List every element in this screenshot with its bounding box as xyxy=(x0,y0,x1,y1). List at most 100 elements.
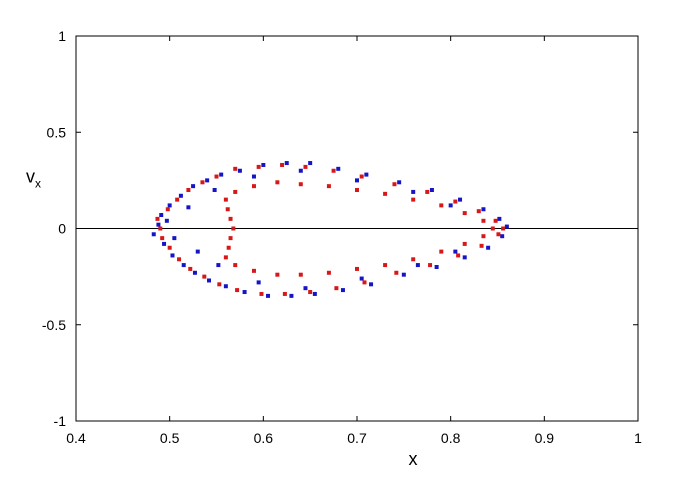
red-data-point xyxy=(303,164,308,169)
red-data-point xyxy=(214,174,219,179)
red-data-point xyxy=(326,184,331,189)
blue-data-point xyxy=(312,291,317,296)
blue-data-point xyxy=(497,216,502,221)
red-data-point xyxy=(251,184,256,189)
red-data-point xyxy=(177,257,182,262)
x-tick-label: 1 xyxy=(634,430,642,446)
red-data-point xyxy=(251,268,256,273)
red-data-point xyxy=(233,189,238,194)
blue-data-point xyxy=(186,205,191,210)
red-data-point xyxy=(501,226,506,231)
blue-data-point xyxy=(303,286,308,291)
red-data-point xyxy=(231,226,236,231)
blue-data-point xyxy=(191,184,196,189)
red-data-point xyxy=(355,266,359,271)
blue-data-point xyxy=(411,189,416,194)
blue-data-point xyxy=(448,203,453,208)
x-tick-label: 0.9 xyxy=(535,430,555,446)
blue-data-point xyxy=(397,180,402,185)
blue-data-point xyxy=(219,172,224,177)
red-data-point xyxy=(439,249,444,254)
red-data-point xyxy=(158,226,163,231)
red-data-point xyxy=(308,290,313,295)
red-data-point xyxy=(383,263,388,268)
blue-data-point xyxy=(159,213,164,218)
red-data-point xyxy=(165,207,170,212)
red-data-point xyxy=(280,162,285,167)
x-axis-label: x xyxy=(409,449,418,469)
red-data-point xyxy=(411,197,416,202)
blue-data-point xyxy=(401,272,406,277)
blue-data-point xyxy=(207,278,212,283)
x-tick-label: 0.7 xyxy=(347,430,367,446)
red-data-point xyxy=(479,243,484,248)
red-data-point xyxy=(481,218,486,223)
red-data-point xyxy=(188,266,193,271)
red-data-point xyxy=(202,274,207,279)
red-data-point xyxy=(225,207,230,212)
red-data-point xyxy=(233,263,238,268)
blue-data-point xyxy=(261,162,266,167)
red-data-point xyxy=(217,282,222,287)
red-data-point xyxy=(331,168,336,173)
x-tick-label: 0.6 xyxy=(254,430,274,446)
red-data-point xyxy=(256,164,261,169)
blue-data-point xyxy=(415,263,420,268)
blue-data-point xyxy=(151,232,156,237)
y-axis-label-subscript: x xyxy=(35,176,41,190)
red-data-point xyxy=(428,263,433,268)
blue-data-point xyxy=(212,188,217,192)
blue-data-point xyxy=(284,161,289,166)
blue-data-point xyxy=(453,249,458,254)
blue-data-point xyxy=(162,241,167,246)
blue-data-point xyxy=(429,188,434,192)
red-data-point xyxy=(383,191,388,196)
red-data-point xyxy=(235,288,240,293)
y-tick-label: 0 xyxy=(58,221,66,237)
red-data-point xyxy=(175,197,180,202)
blue-data-point xyxy=(172,236,177,241)
blue-data-point xyxy=(289,293,294,298)
blue-data-point xyxy=(500,234,505,239)
blue-data-point xyxy=(434,265,439,269)
blue-data-point xyxy=(167,203,172,208)
data-points xyxy=(151,161,509,298)
blue-data-point xyxy=(178,193,183,198)
red-data-point xyxy=(223,255,228,260)
blue-data-point xyxy=(195,249,200,254)
blue-data-point xyxy=(364,172,369,177)
blue-data-point xyxy=(504,224,509,229)
x-tick-label: 0.5 xyxy=(160,430,180,446)
red-data-point xyxy=(233,166,238,171)
red-data-point xyxy=(155,216,160,221)
red-data-point xyxy=(160,236,165,241)
blue-data-point xyxy=(355,178,359,183)
x-tick-label: 0.4 xyxy=(66,430,86,446)
red-data-point xyxy=(453,199,458,204)
x-axis-ticks: 0.4 0.5 0.6 0.7 0.8 0.9 1 xyxy=(66,36,642,446)
blue-data-point xyxy=(170,253,175,258)
red-data-point xyxy=(228,236,233,241)
blue-data-point xyxy=(458,197,463,202)
red-data-point xyxy=(226,245,231,250)
y-axis-ticks: -1 -0.5 0 0.5 1 xyxy=(42,28,638,429)
y-axis-label: vx xyxy=(26,166,41,190)
red-data-point xyxy=(298,272,303,277)
red-data-point xyxy=(462,211,467,216)
red-data-point xyxy=(282,291,287,296)
y-axis-label-main: v xyxy=(26,166,35,186)
red-data-point xyxy=(411,257,416,262)
blue-data-point xyxy=(308,161,313,166)
red-data-point xyxy=(493,218,498,223)
blue-data-point xyxy=(156,222,161,227)
blue-data-point xyxy=(481,207,486,212)
red-data-point xyxy=(476,209,481,214)
blue-data-point xyxy=(251,174,256,179)
red-data-point xyxy=(275,272,280,277)
blue-data-point xyxy=(486,245,491,250)
red-data-point xyxy=(392,182,397,187)
blue-data-point xyxy=(164,218,169,223)
red-data-point xyxy=(200,180,205,185)
red-data-point xyxy=(462,241,467,246)
